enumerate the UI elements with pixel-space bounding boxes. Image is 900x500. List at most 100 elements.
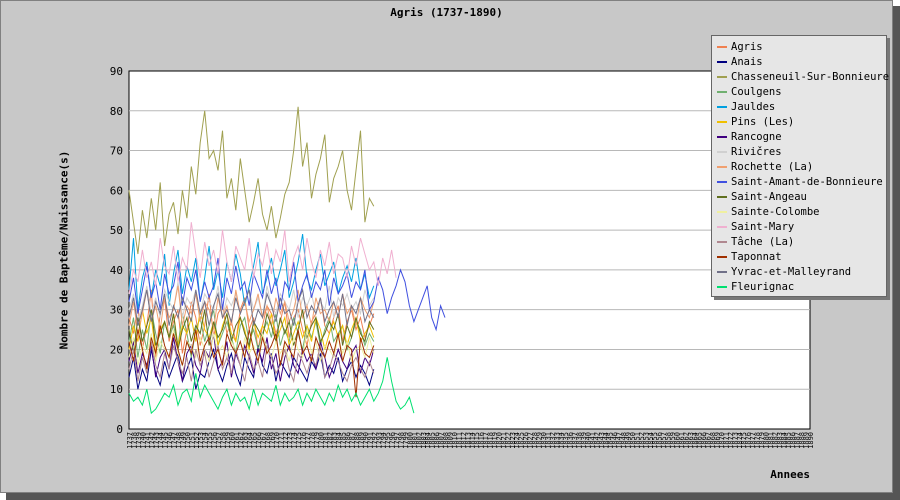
x-tick-label: 1830 xyxy=(540,432,548,449)
x-tick-label: 1757 xyxy=(215,432,223,449)
x-tick-label: 1876 xyxy=(745,432,753,449)
x-tick-label: 1880 xyxy=(762,432,770,449)
x-tick-label: 1855 xyxy=(651,432,659,449)
y-tick-label: 70 xyxy=(110,145,123,158)
x-tick-label: 1877 xyxy=(749,432,757,449)
legend-item: Chasseneuil-Sur-Bonnieure xyxy=(717,70,889,85)
legend-item: Rochette (La) xyxy=(717,160,813,175)
legend-label: Saint-Angeau xyxy=(731,191,807,203)
x-tick-label: 1887 xyxy=(794,432,802,449)
y-tick-label: 90 xyxy=(110,65,123,78)
x-tick-label: 1810 xyxy=(451,432,459,449)
x-tick-label: 1763 xyxy=(242,432,250,449)
x-tick-label: 1804 xyxy=(424,432,432,449)
x-tick-label: 1747 xyxy=(171,432,179,449)
x-tick-label: 1846 xyxy=(611,432,619,449)
legend-swatch xyxy=(717,106,727,108)
x-tick-label: 1874 xyxy=(736,432,744,449)
x-tick-label: 1848 xyxy=(620,432,628,449)
series-line xyxy=(128,234,375,310)
legend-item: Pins (Les) xyxy=(717,115,794,130)
frame-shadow-bottom xyxy=(6,493,900,500)
x-tick-label: 1793 xyxy=(375,432,383,449)
x-tick-label: 1751 xyxy=(188,432,196,449)
x-tick-label: 1879 xyxy=(758,432,766,449)
series-line xyxy=(128,285,375,334)
y-tick-label: 60 xyxy=(110,184,123,197)
series-line xyxy=(128,106,375,255)
series-line xyxy=(128,281,375,322)
x-tick-label: 1865 xyxy=(696,432,704,449)
series-line xyxy=(128,309,375,354)
x-tick-label: 1809 xyxy=(446,432,454,449)
x-tick-label: 1850 xyxy=(629,432,637,449)
x-tick-label: 1819 xyxy=(491,432,499,449)
x-tick-label: 1816 xyxy=(478,432,486,449)
x-tick-label: 1888 xyxy=(798,432,806,449)
x-tick-label: 1875 xyxy=(740,432,748,449)
x-tick-label: 1851 xyxy=(633,432,641,449)
x-tick-label: 1826 xyxy=(522,432,530,449)
x-tick-label: 1842 xyxy=(593,432,601,449)
legend-swatch xyxy=(717,271,727,273)
x-tick-label: 1821 xyxy=(500,432,508,449)
x-tick-label: 1785 xyxy=(340,432,348,449)
legend-swatch xyxy=(717,226,727,228)
x-tick-label: 1738 xyxy=(130,432,138,449)
x-tick-label: 1744 xyxy=(157,432,165,449)
x-tick-label: 1889 xyxy=(803,432,811,449)
series-line xyxy=(128,257,446,332)
legend-label: Yvrac-et-Malleyrand xyxy=(731,266,852,278)
legend-label: Rivičres xyxy=(731,146,782,158)
x-tick-label: 1750 xyxy=(184,432,192,449)
x-tick-label: 1820 xyxy=(495,432,503,449)
legend-item: Coulgens xyxy=(717,85,782,100)
x-tick-label: 1814 xyxy=(469,432,477,449)
legend-swatch xyxy=(717,91,727,93)
x-tick-label: 1862 xyxy=(682,432,690,449)
x-tick-label: 1867 xyxy=(705,432,713,449)
legend-label: Pins (Les) xyxy=(731,116,795,128)
x-tick-label: 1813 xyxy=(464,432,472,449)
x-tick-label: 1780 xyxy=(317,432,325,449)
x-tick-label: 1737 xyxy=(126,432,134,449)
x-tick-label: 1796 xyxy=(389,432,397,449)
legend-swatch xyxy=(717,61,727,63)
x-tick-label: 1799 xyxy=(402,432,410,449)
x-tick-label: 1818 xyxy=(487,432,495,449)
x-tick-label: 1752 xyxy=(193,432,201,449)
legend-swatch xyxy=(717,121,727,123)
x-tick-label: 1758 xyxy=(219,432,227,449)
legend-item: Rivičres xyxy=(717,145,782,160)
y-tick-label: 30 xyxy=(110,304,123,317)
x-tick-label: 1863 xyxy=(687,432,695,449)
x-tick-label: 1790 xyxy=(362,432,370,449)
x-tick-label: 1753 xyxy=(197,432,205,449)
legend-label: Saint-Amant-de-Bonnieure xyxy=(731,176,883,188)
x-tick-label: 1769 xyxy=(268,432,276,449)
legend-swatch xyxy=(717,211,727,213)
x-tick-label: 1886 xyxy=(789,432,797,449)
x-tick-label: 1766 xyxy=(255,432,263,449)
legend: Agris Anais Chasseneuil-Sur-Bonnieure Coulg… xyxy=(711,35,889,297)
x-tick-label: 1885 xyxy=(785,432,793,449)
x-tick-label: 1742 xyxy=(148,432,156,449)
x-tick-label: 1829 xyxy=(535,432,543,449)
legend-item: Anais xyxy=(717,55,763,70)
x-tick-label: 1847 xyxy=(616,432,624,449)
x-tick-label: 1824 xyxy=(513,432,521,449)
x-tick-label: 1869 xyxy=(714,432,722,449)
x-tick-label: 1797 xyxy=(393,432,401,449)
legend-item: Saint-Mary xyxy=(717,220,794,235)
x-tick-label: 1854 xyxy=(647,432,655,449)
x-tick-label: 1831 xyxy=(544,432,552,449)
x-tick-label: 1805 xyxy=(429,432,437,449)
x-tick-label: 1873 xyxy=(731,432,739,449)
legend-swatch xyxy=(717,166,727,168)
legend-label: Jauldes xyxy=(731,101,776,113)
x-tick-label: 1832 xyxy=(549,432,557,449)
x-tick-label: 1767 xyxy=(260,432,268,449)
x-tick-label: 1825 xyxy=(518,432,526,449)
legend-swatch xyxy=(717,241,727,243)
x-tick-label: 1837 xyxy=(571,432,579,449)
